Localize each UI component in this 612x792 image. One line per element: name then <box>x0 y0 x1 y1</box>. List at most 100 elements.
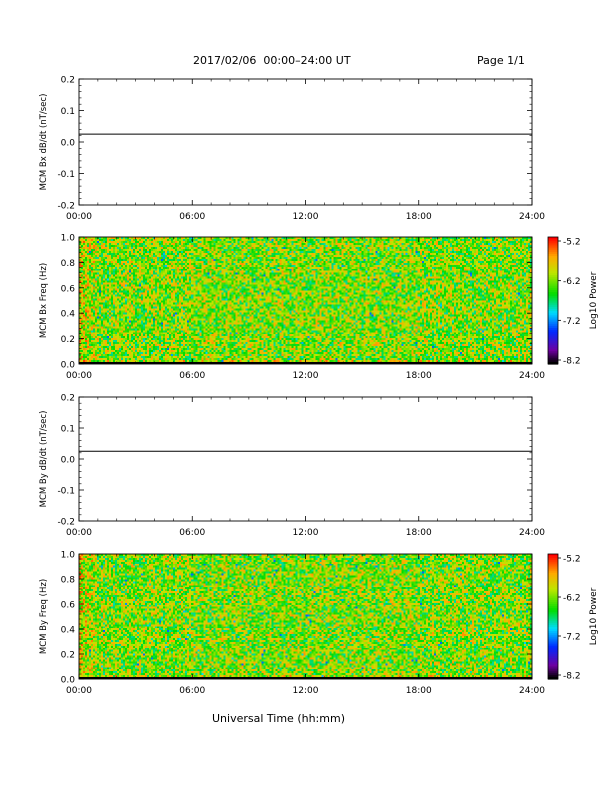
colorbar-cell <box>548 666 558 670</box>
y-tick-label: 0.0 <box>61 676 76 686</box>
colorbar-cell <box>548 351 558 355</box>
colorbar-cell <box>548 357 558 361</box>
x-tick-label: 00:00 <box>66 528 92 538</box>
page-number: Page 1/1 <box>477 54 525 67</box>
colorbar-cell <box>548 672 558 676</box>
x-tick-label: 24:00 <box>519 686 545 696</box>
colorbar-label: Log10 Power <box>589 271 599 329</box>
colorbar-cell <box>548 353 558 357</box>
colorbar-cell <box>548 344 558 348</box>
colorbar-cell <box>548 581 558 584</box>
y-tick-label: 0.4 <box>61 626 76 636</box>
colorbar-cell <box>548 292 558 295</box>
x-tick-label: 00:00 <box>66 686 92 696</box>
colorbar-cell <box>548 311 558 314</box>
colorbar-tick-label: -8.2 <box>563 672 581 682</box>
x-tick-label: 06:00 <box>179 371 205 381</box>
colorbar-cell <box>548 635 558 638</box>
colorbar-cell <box>548 294 558 297</box>
x-tick-label: 06:00 <box>179 212 205 222</box>
colorbar-cell <box>548 601 558 605</box>
x-tick-label: 18:00 <box>406 686 432 696</box>
y-tick-label: 0.1 <box>61 107 75 117</box>
colorbar-cell <box>548 591 558 595</box>
colorbar-cell <box>548 275 558 278</box>
colorbar-tick-label: -7.2 <box>563 317 581 327</box>
x-tick-label: 06:00 <box>179 528 205 538</box>
colorbar-tick-label: -6.2 <box>563 277 581 287</box>
y-tick-label: 0.2 <box>61 651 75 661</box>
colorbar-cell <box>548 289 558 293</box>
colorbar-tick-label: -5.2 <box>563 238 581 248</box>
colorbar-cell <box>548 315 558 319</box>
x-tick-label: 18:00 <box>406 528 432 538</box>
colorbar-cell <box>548 249 558 253</box>
colorbar-cell <box>548 325 558 329</box>
plot-frame <box>78 78 533 206</box>
panel-4: -5.2 -6.2 -7.2 -8.2 Log10 Power 0.0 0.2 0.4 0.6 0… <box>39 551 599 697</box>
colorbar-cell <box>548 355 558 359</box>
colorbar-cell <box>548 239 558 242</box>
colorbar-cell <box>548 332 558 335</box>
colorbar-cell <box>548 566 558 570</box>
colorbar-cell <box>548 264 558 268</box>
x-tick-label: 00:00 <box>66 212 92 222</box>
x-tick-label: 12:00 <box>293 686 319 696</box>
colorbar-cell <box>548 266 558 270</box>
colorbar-cell <box>548 256 558 259</box>
colorbar-tick-label: -5.2 <box>563 555 581 565</box>
colorbar-cell <box>548 660 558 663</box>
colorbar-tick-label: -7.2 <box>563 633 581 643</box>
colorbar-cell <box>548 359 558 363</box>
colorbar-cell <box>548 589 558 593</box>
panel-2: -5.2 -6.2 -7.2 -8.2 Log10 Power 0.0 0.2 0.4 0.6 0… <box>39 234 599 382</box>
colorbar-cell <box>548 656 558 659</box>
colorbar-cell <box>548 654 558 657</box>
y-axis-label: MCM Bx Freq (Hz) <box>39 263 49 338</box>
y-tick-label: 0.4 <box>61 310 76 320</box>
colorbar-cell <box>548 300 558 304</box>
y-tick-label: 0.8 <box>61 576 76 586</box>
colorbar-cell <box>548 347 558 350</box>
colorbar-cell <box>548 668 558 672</box>
colorbar-cell <box>548 253 558 257</box>
colorbar-cell <box>548 570 558 574</box>
spectrogram-image <box>79 554 532 679</box>
colorbar-cell <box>548 313 558 316</box>
colorbar-cell <box>548 631 558 634</box>
colorbar-cell <box>548 323 558 327</box>
colorbar-cell <box>548 626 558 630</box>
colorbar-cell <box>548 262 558 266</box>
colorbar-cell <box>548 643 558 647</box>
colorbar-cell <box>548 610 558 613</box>
colorbar-cell <box>548 317 558 321</box>
colorbar-cell <box>548 281 558 285</box>
y-tick-label: 0.2 <box>61 335 75 345</box>
x-tick-label: 12:00 <box>293 212 319 222</box>
x-tick-label: 00:00 <box>66 371 92 381</box>
colorbar-cell <box>548 612 558 616</box>
colorbar-cell <box>548 674 558 678</box>
y-tick-label: 1.0 <box>61 234 76 244</box>
colorbar-cell <box>548 595 558 599</box>
colorbar-cell <box>548 258 558 261</box>
colorbar-cell <box>548 664 558 668</box>
y-tick-label: 0.1 <box>61 425 75 435</box>
colorbar-cell <box>548 296 558 299</box>
colorbar-cell <box>548 637 558 641</box>
colorbar-cell <box>548 572 558 576</box>
colorbar-cell <box>548 285 558 289</box>
y-axis-label: MCM Bx dB/dt (nT/sec) <box>39 94 49 191</box>
colorbar-cell <box>548 319 558 323</box>
colorbar-cell <box>548 279 558 283</box>
colorbar-cell <box>548 639 558 643</box>
y-tick-label: 0.6 <box>61 601 76 611</box>
colorbar-cell <box>548 304 558 308</box>
colorbar-cell <box>548 237 558 240</box>
colorbar-cell <box>548 328 558 331</box>
spectrogram-image <box>79 237 532 364</box>
y-tick-label: 0.2 <box>61 394 75 404</box>
colorbar-tick-label: -8.2 <box>563 357 581 367</box>
colorbar-cell <box>548 251 558 255</box>
colorbar-cell <box>548 283 558 287</box>
